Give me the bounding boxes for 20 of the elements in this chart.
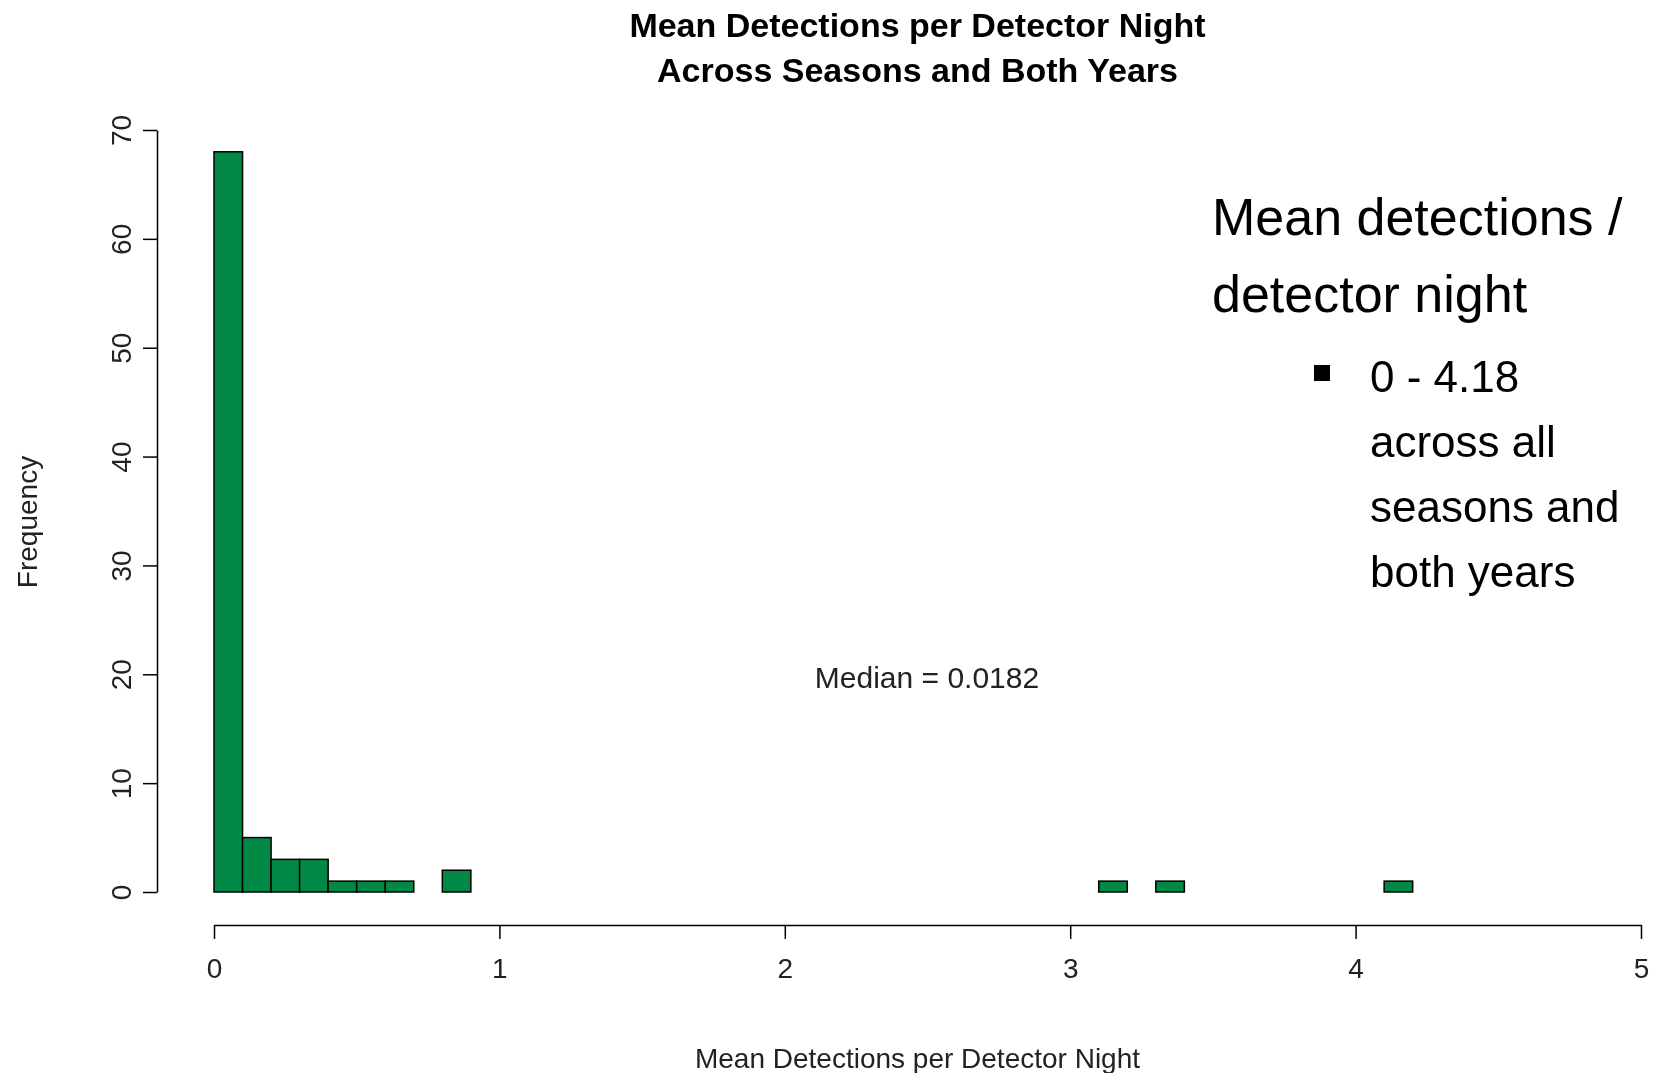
chart-title: Mean Detections per Detector Night Across Seasons and Both Years [629, 6, 1206, 89]
x-tick-label: 3 [1062, 953, 1079, 985]
y-tick-label: 70 [105, 114, 137, 147]
y-axis-title: Frequency [12, 455, 43, 589]
y-tick-label: 10 [105, 768, 137, 800]
x-tick-label: 4 [1348, 953, 1364, 985]
x-axis-title: Mean Detections per Detector Night [694, 1043, 1141, 1073]
y-tick-label: 40 [105, 441, 137, 473]
x-tick-label: 2 [777, 953, 794, 985]
annotation: Median = 0.0182 [814, 661, 1040, 694]
y-tick-label: 50 [105, 332, 137, 364]
y-tick-label: 60 [105, 223, 137, 255]
y-tick-label: 20 [105, 659, 137, 691]
annotation: Mean detections / detector night [1212, 188, 1624, 323]
y-tick-label: 30 [105, 550, 137, 582]
x-tick-label: 5 [1633, 953, 1650, 985]
annotation: 0 - 4.18 across all seasons and both years [1370, 352, 1620, 596]
x-tick-label: 0 [206, 953, 223, 985]
x-tick-label: 1 [492, 953, 508, 985]
y-tick-label: 0 [105, 884, 137, 901]
